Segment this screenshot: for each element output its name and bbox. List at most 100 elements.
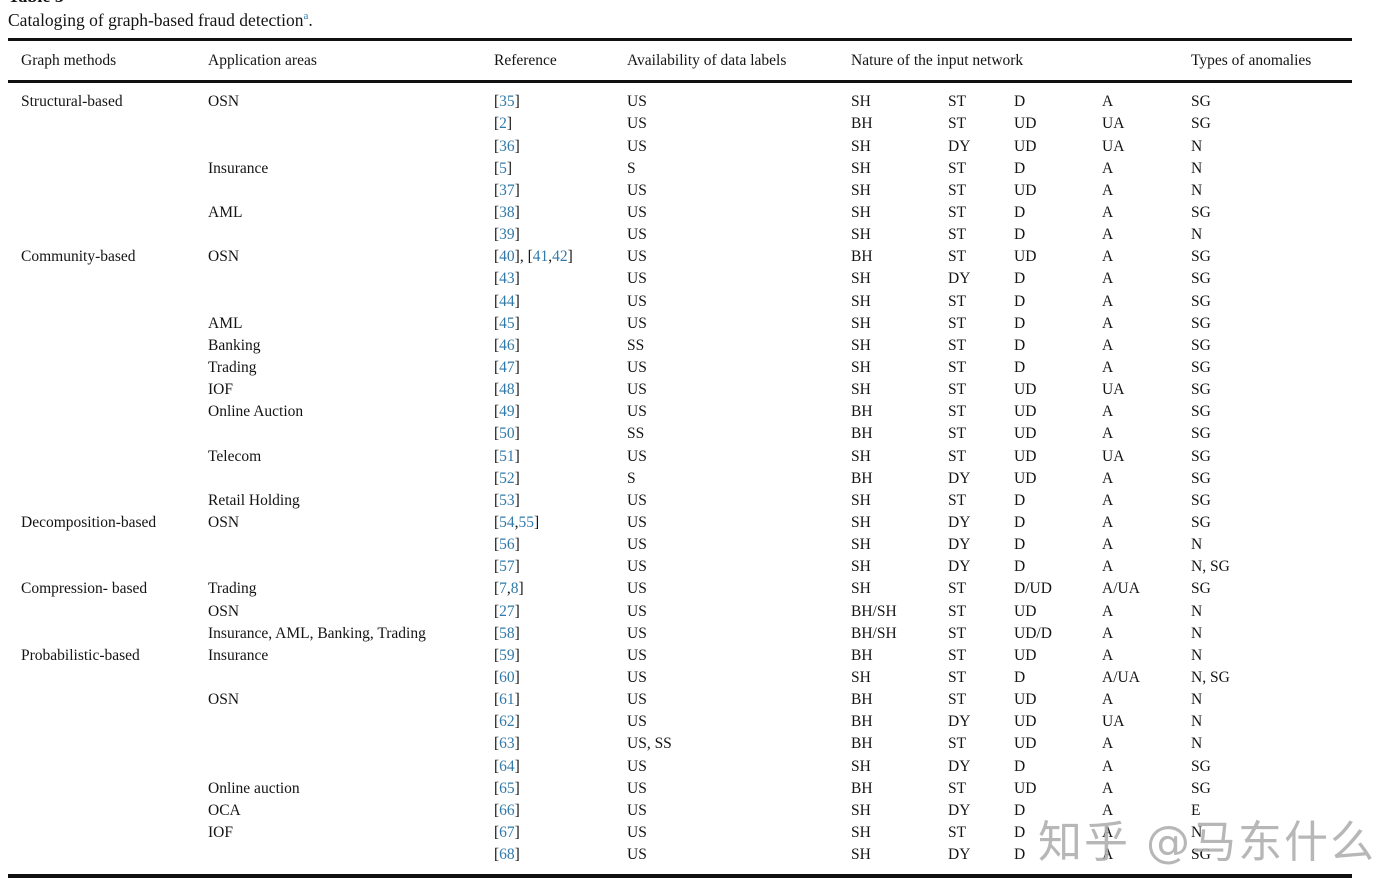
cell-data-labels: US bbox=[627, 801, 647, 819]
table-row: Insurance [5] S SH ST D A N bbox=[21, 157, 1352, 179]
cell-reference[interactable]: [53] bbox=[494, 491, 520, 509]
table-row: [44] US SH ST D A SG bbox=[21, 290, 1352, 312]
cell-data-labels: US bbox=[627, 779, 647, 797]
cell-network-heterogeneity: SH bbox=[851, 159, 871, 177]
cell-reference[interactable]: [49] bbox=[494, 403, 520, 421]
table-row: [37] US SH ST UD A N bbox=[21, 180, 1352, 202]
cell-anomaly-type: SG bbox=[1191, 491, 1211, 509]
cell-reference[interactable]: [64] bbox=[494, 757, 520, 775]
cell-reference[interactable]: [60] bbox=[494, 668, 520, 686]
cell-reference[interactable]: [66] bbox=[494, 801, 520, 819]
cell-reference[interactable]: [39] bbox=[494, 226, 520, 244]
cell-network-temporality: ST bbox=[948, 624, 967, 642]
cell-data-labels: SS bbox=[627, 425, 645, 443]
caption-footnote-marker: a bbox=[303, 10, 309, 23]
cell-data-labels: US bbox=[627, 115, 647, 133]
cell-reference[interactable]: [62] bbox=[494, 713, 520, 731]
cell-reference[interactable]: [52] bbox=[494, 469, 520, 487]
cell-data-labels: US bbox=[627, 381, 647, 399]
cell-reference[interactable]: [67] bbox=[494, 823, 520, 841]
table-row: Compression- based Trading [7,8] US SH ST D/UD… bbox=[21, 578, 1352, 600]
cell-graph-method: Probabilistic-based bbox=[21, 646, 140, 664]
cell-reference[interactable]: [37] bbox=[494, 181, 520, 199]
cell-reference[interactable]: [5] bbox=[494, 159, 513, 177]
cell-reference[interactable]: [48] bbox=[494, 381, 520, 399]
cell-network-heterogeneity: BH bbox=[851, 691, 873, 709]
table-row: Banking [46] SS SH ST D A SG bbox=[21, 335, 1352, 357]
table-row: Trading [47] US SH ST D A SG bbox=[21, 357, 1352, 379]
cell-reference[interactable]: [58] bbox=[494, 624, 520, 642]
table-row: [63] US, SS BH ST UD A N bbox=[21, 733, 1352, 755]
cell-anomaly-type: SG bbox=[1191, 292, 1211, 310]
cell-reference[interactable]: [59] bbox=[494, 646, 520, 664]
cell-anomaly-type: SG bbox=[1191, 270, 1211, 288]
cell-network-attribution: A bbox=[1102, 181, 1114, 199]
cell-graph-method: Decomposition-based bbox=[21, 513, 157, 531]
cell-reference[interactable]: [45] bbox=[494, 314, 520, 332]
table-row: Community-based OSN [40], [41,42] US BH ST UD A… bbox=[21, 246, 1352, 268]
cell-reference[interactable]: [44] bbox=[494, 292, 520, 310]
cell-anomaly-type: SG bbox=[1191, 779, 1211, 797]
caption-period: . bbox=[308, 10, 313, 30]
cell-reference[interactable]: [36] bbox=[494, 137, 520, 155]
cell-network-direction: D bbox=[1014, 491, 1026, 509]
cell-network-direction: UD bbox=[1014, 381, 1037, 399]
cell-reference[interactable]: [50] bbox=[494, 425, 520, 443]
cell-reference[interactable]: [61] bbox=[494, 691, 520, 709]
cell-network-direction: UD/D bbox=[1014, 624, 1052, 642]
cell-network-direction: D bbox=[1014, 204, 1026, 222]
cell-reference[interactable]: [46] bbox=[494, 336, 520, 354]
cell-reference[interactable]: [57] bbox=[494, 558, 520, 576]
cell-network-temporality: ST bbox=[948, 292, 967, 310]
cell-reference[interactable]: [47] bbox=[494, 359, 520, 376]
cell-reference[interactable]: [7,8] bbox=[494, 580, 524, 598]
table-row: IOF [48] US SH ST UD UA SG bbox=[21, 379, 1352, 401]
cell-network-attribution: A bbox=[1102, 292, 1114, 310]
cell-network-attribution: A bbox=[1102, 204, 1114, 222]
cell-reference[interactable]: [43] bbox=[494, 270, 520, 288]
cell-network-temporality: ST bbox=[948, 646, 967, 664]
cell-network-attribution: A bbox=[1102, 846, 1114, 864]
cell-network-heterogeneity: SH bbox=[851, 757, 871, 775]
cell-data-labels: US bbox=[627, 536, 647, 554]
cell-network-attribution: A bbox=[1102, 159, 1114, 177]
cell-network-heterogeneity: SH bbox=[851, 536, 871, 554]
table-row: [39] US SH ST D A N bbox=[21, 224, 1352, 246]
cell-network-temporality: ST bbox=[948, 425, 967, 443]
cell-reference[interactable]: [2] bbox=[494, 115, 513, 133]
cell-reference[interactable]: [51] bbox=[494, 447, 520, 465]
cell-reference[interactable]: [54,55] bbox=[494, 513, 540, 531]
cell-network-temporality: ST bbox=[948, 359, 967, 376]
cell-network-temporality: DY bbox=[948, 270, 971, 288]
cell-reference[interactable]: [63] bbox=[494, 735, 520, 753]
cell-network-direction: D bbox=[1014, 159, 1026, 177]
table-row: Structural-based OSN [35] US SH ST D A SG bbox=[21, 91, 1352, 113]
cell-network-temporality: DY bbox=[948, 713, 971, 731]
cell-network-temporality: ST bbox=[948, 159, 967, 177]
cell-reference[interactable]: [38] bbox=[494, 204, 520, 222]
cell-network-attribution: A bbox=[1102, 248, 1114, 266]
table-row: [57] US SH DY D A N, SG bbox=[21, 556, 1352, 578]
cell-reference[interactable]: [68] bbox=[494, 846, 520, 864]
table-row: [2] US BH ST UD UA SG bbox=[21, 113, 1352, 135]
table-row: [68] US SH DY D A SG bbox=[21, 844, 1352, 866]
cell-reference[interactable]: [27] bbox=[494, 602, 520, 620]
caption-text: Cataloging of graph-based fraud detectio… bbox=[8, 10, 304, 30]
cell-network-direction: UD bbox=[1014, 469, 1037, 487]
cell-reference[interactable]: [40], [41,42] bbox=[494, 248, 573, 266]
cell-network-direction: UD bbox=[1014, 181, 1037, 199]
table-top-rule bbox=[8, 38, 1352, 41]
cell-data-labels: US bbox=[627, 270, 647, 288]
cell-network-temporality: DY bbox=[948, 513, 971, 531]
cell-network-attribution: A/UA bbox=[1102, 580, 1140, 598]
cell-reference[interactable]: [65] bbox=[494, 779, 520, 797]
cell-reference[interactable]: [56] bbox=[494, 536, 520, 554]
cell-network-temporality: ST bbox=[948, 823, 967, 841]
cell-network-attribution: UA bbox=[1102, 447, 1125, 465]
cell-data-labels: US bbox=[627, 691, 647, 709]
cell-anomaly-type: N, SG bbox=[1191, 558, 1230, 576]
cell-network-temporality: ST bbox=[948, 447, 967, 465]
table-row: Online auction [65] US BH ST UD A SG bbox=[21, 777, 1352, 799]
cell-data-labels: SS bbox=[627, 336, 645, 354]
cell-reference[interactable]: [35] bbox=[494, 93, 520, 111]
